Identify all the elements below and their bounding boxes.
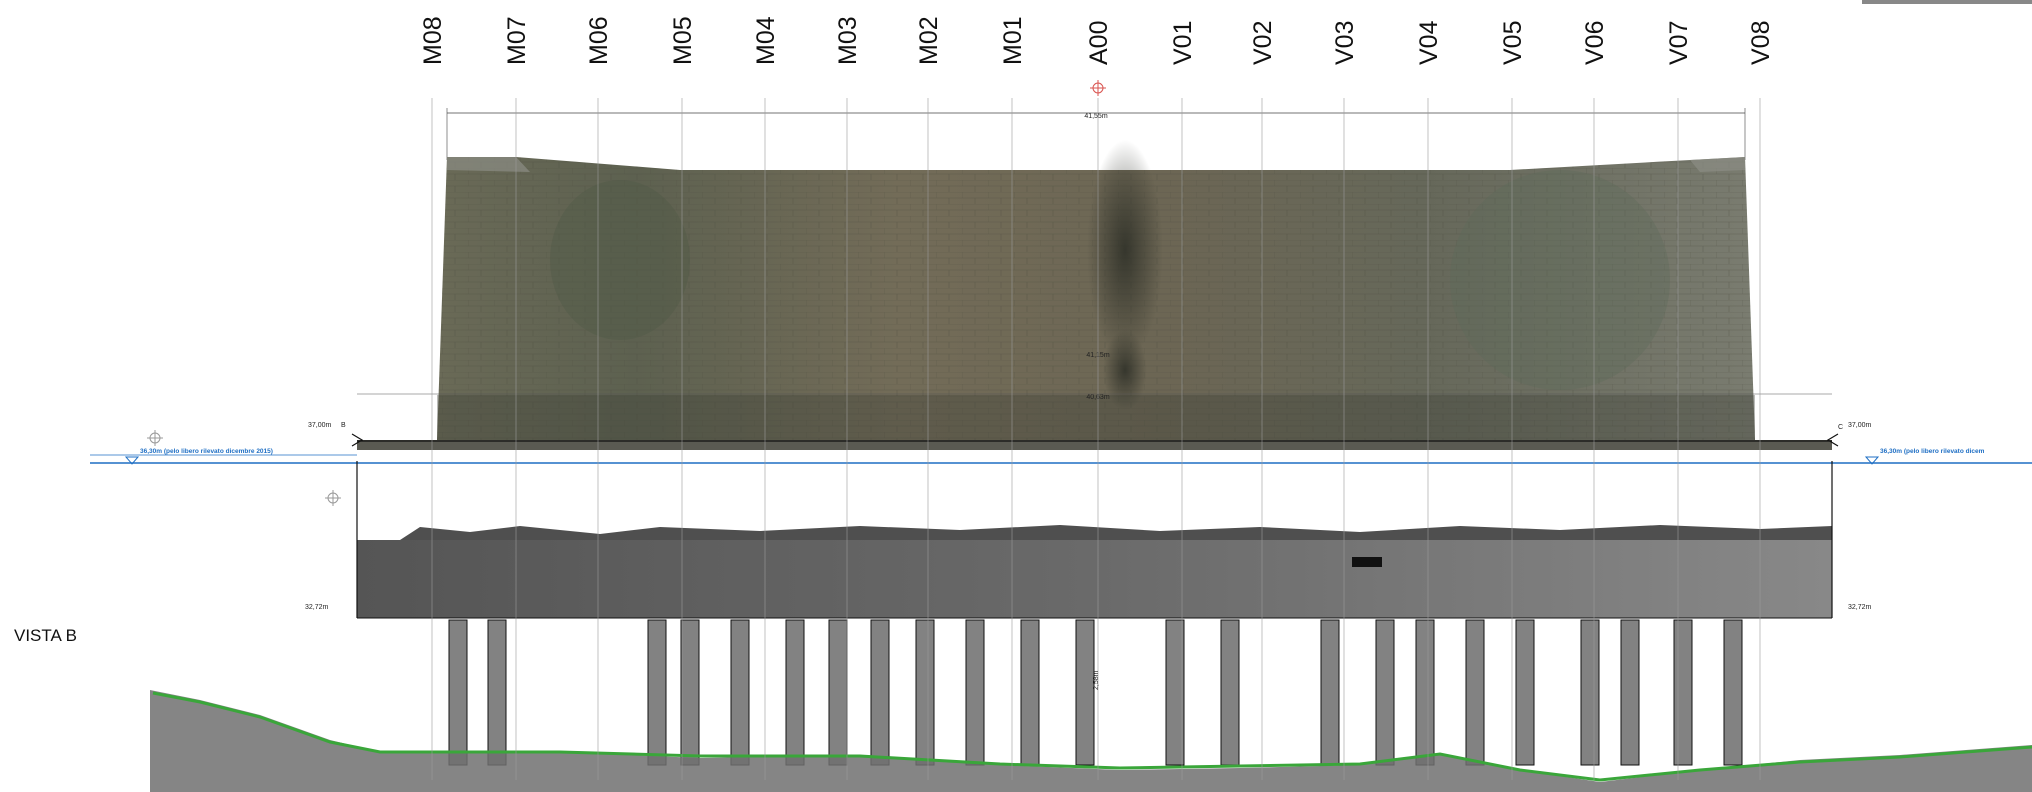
target-symbol-left <box>147 430 341 506</box>
axis-label-v01: V01 <box>1169 21 1197 65</box>
axis-label-v02: V02 <box>1249 21 1277 65</box>
water-label-left: 36,30m (pelo libero rilevato dicembre 20… <box>140 448 273 455</box>
pile <box>1165 619 1185 766</box>
axis-label-v05: V05 <box>1499 21 1527 65</box>
axis-label-m04: M04 <box>752 16 780 65</box>
pile <box>915 619 935 766</box>
level-left-top: 37,00m <box>308 422 332 429</box>
axis-label-v04: V04 <box>1415 20 1443 65</box>
point-b-label: B <box>341 422 346 429</box>
top-level-line <box>357 440 1832 450</box>
pile <box>730 619 750 766</box>
dim-2-label: 2,58m <box>1093 670 1100 690</box>
pile <box>448 619 468 766</box>
point-cloud-section <box>356 461 1833 619</box>
axis-label-m01: M01 <box>999 16 1027 65</box>
pile <box>1220 619 1240 766</box>
axis-label-m07: M07 <box>503 16 531 65</box>
pile <box>1620 619 1640 766</box>
overall-width-label: 41,55m <box>1084 113 1108 120</box>
pile <box>965 619 985 766</box>
axis-label-m06: M06 <box>585 16 613 65</box>
water-label-right: 36,30m (pelo libero rilevato dicem <box>1880 448 1985 455</box>
axis-label-v08: V08 <box>1747 21 1775 65</box>
water-line: 36,30m (pelo libero rilevato dicembre 20… <box>90 448 2032 465</box>
axis-label-m08: M08 <box>419 16 447 65</box>
axis-label-m03: M03 <box>834 16 862 65</box>
pile <box>487 619 507 766</box>
pile <box>870 619 890 766</box>
pile <box>785 619 805 766</box>
axis-gridlines <box>431 98 1761 780</box>
pile <box>1465 619 1485 766</box>
wall-orthophoto <box>437 140 1755 440</box>
pile <box>1075 619 1095 766</box>
pile <box>1723 619 1743 766</box>
view-label: VISTA B <box>14 626 77 645</box>
corner-fragment <box>1862 0 2032 4</box>
pile <box>680 619 700 766</box>
pile <box>647 619 667 766</box>
level-right-top: 37,00m <box>1848 422 1872 429</box>
pile <box>1515 619 1535 766</box>
pile <box>1580 619 1600 766</box>
axis-label-a00: A00 <box>1085 21 1113 65</box>
axis-label-m05: M05 <box>669 16 697 65</box>
axis-label-v07: V07 <box>1665 21 1693 65</box>
pile <box>828 619 848 766</box>
pile <box>1020 619 1040 766</box>
level-right-bottom: 32,72m <box>1848 604 1872 611</box>
pile <box>1415 619 1435 766</box>
axis-label-m02: M02 <box>915 16 943 65</box>
pile <box>1673 619 1693 766</box>
pile <box>1320 619 1340 766</box>
pile <box>1375 619 1395 766</box>
target-symbol-top <box>1090 80 1106 96</box>
axis-label-v06: V06 <box>1581 21 1609 65</box>
axis-labels: M08 M07 M06 M05 M04 M03 M02 M01 A00 V01 V02 V03 V04 V… <box>419 16 1775 65</box>
ground-profile <box>150 690 2032 792</box>
level-left-bottom: 32,72m <box>305 604 329 611</box>
piles-section <box>448 619 1743 766</box>
axis-label-v03: V03 <box>1331 21 1359 65</box>
point-c-label: C <box>1838 424 1843 431</box>
overall-dimension: 41,55m <box>446 108 1746 160</box>
